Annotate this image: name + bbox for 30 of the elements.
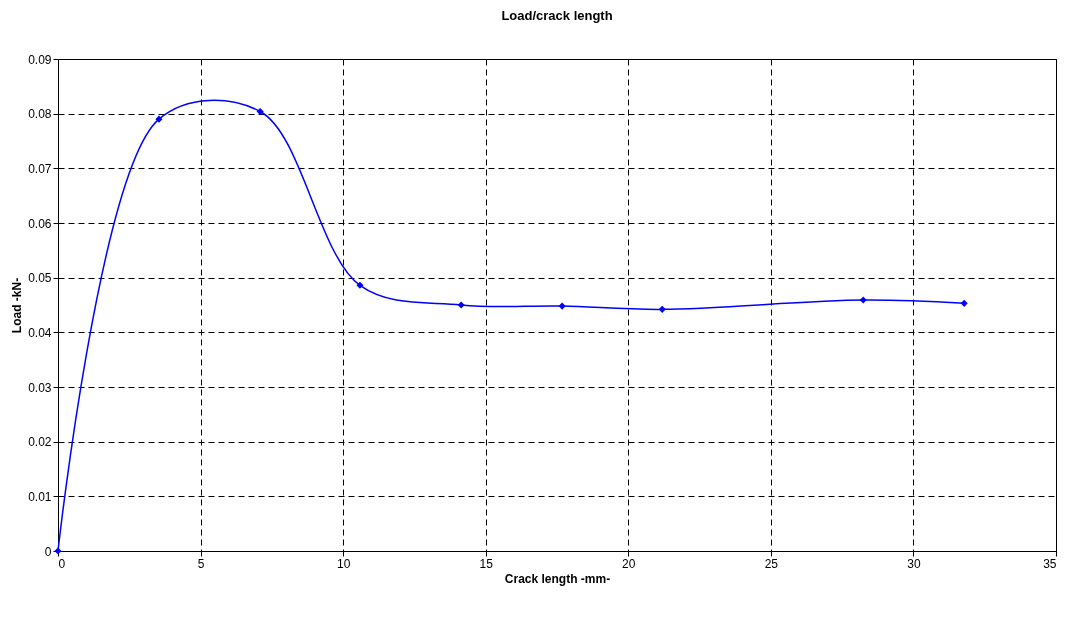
point bbox=[960, 299, 968, 307]
y-tick-label: 0 bbox=[44, 544, 52, 559]
y-tick-label: 0.07 bbox=[28, 161, 52, 176]
point bbox=[54, 547, 62, 555]
y-tick-label: 0.08 bbox=[28, 107, 52, 122]
y-tick-label: 0.02 bbox=[28, 435, 52, 450]
y-axis-title: Load -kN- bbox=[10, 277, 25, 334]
y-tick-label: 0.09 bbox=[28, 52, 52, 67]
x-tick-label: 20 bbox=[622, 556, 636, 571]
y-tick-label: 0.01 bbox=[28, 489, 52, 504]
point bbox=[658, 305, 666, 313]
point bbox=[859, 296, 867, 304]
point bbox=[256, 107, 264, 116]
x-tick-label: 25 bbox=[764, 556, 779, 571]
x-tick-label: 5 bbox=[197, 556, 205, 571]
y-tick-label: 0.04 bbox=[28, 325, 52, 340]
x-tick-label: 10 bbox=[336, 556, 351, 571]
x-tick-label: 0 bbox=[58, 556, 66, 571]
y-tick-label: 0.06 bbox=[28, 216, 52, 231]
point bbox=[356, 281, 364, 289]
x-axis-title: Crack length -mm- bbox=[504, 571, 611, 586]
x-tick-label: 35 bbox=[1043, 556, 1057, 571]
chart-title: Load/crack length bbox=[501, 8, 613, 23]
x-tick-label: 30 bbox=[907, 556, 921, 571]
y-tick-label: 0.05 bbox=[28, 271, 52, 286]
y-tick-label: 0.03 bbox=[28, 380, 52, 395]
point bbox=[155, 115, 163, 123]
point bbox=[457, 301, 465, 309]
x-tick-label: 15 bbox=[479, 556, 494, 571]
point bbox=[558, 302, 566, 310]
